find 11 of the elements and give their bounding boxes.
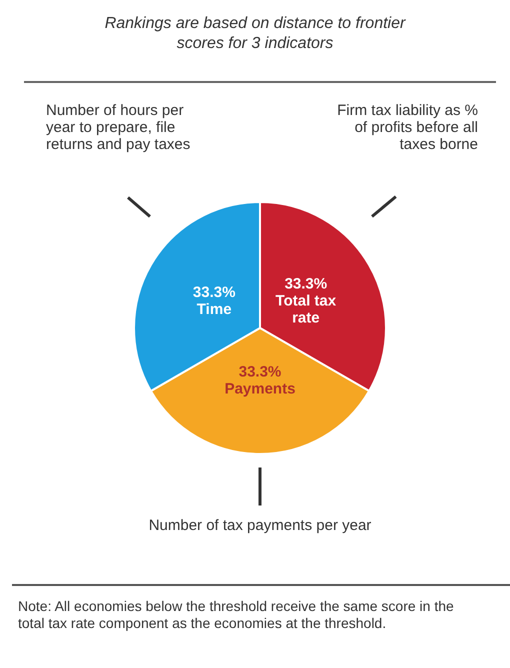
data-label: 33.3% xyxy=(238,364,282,381)
text: Note: All economies below the threshold receive the same score in the total tax rate component as the economies at the threshold. xyxy=(18,598,455,632)
slice-label: Time xyxy=(196,301,232,318)
slice-label: Payments xyxy=(224,380,296,398)
text: Firm tax liability as % of profits before all taxes borne xyxy=(336,102,478,153)
data-label: 33.3% xyxy=(192,284,236,302)
text: Number of tax payments per year xyxy=(148,517,372,534)
slice-label: Total tax rate xyxy=(276,292,337,327)
text: Number of hours per year to prepare, file returns and pay taxes xyxy=(46,102,192,153)
data-label: 33.3% xyxy=(284,276,328,293)
chart-title: Rankings are based on distance to frontier scores for 3 indicators xyxy=(104,14,407,54)
